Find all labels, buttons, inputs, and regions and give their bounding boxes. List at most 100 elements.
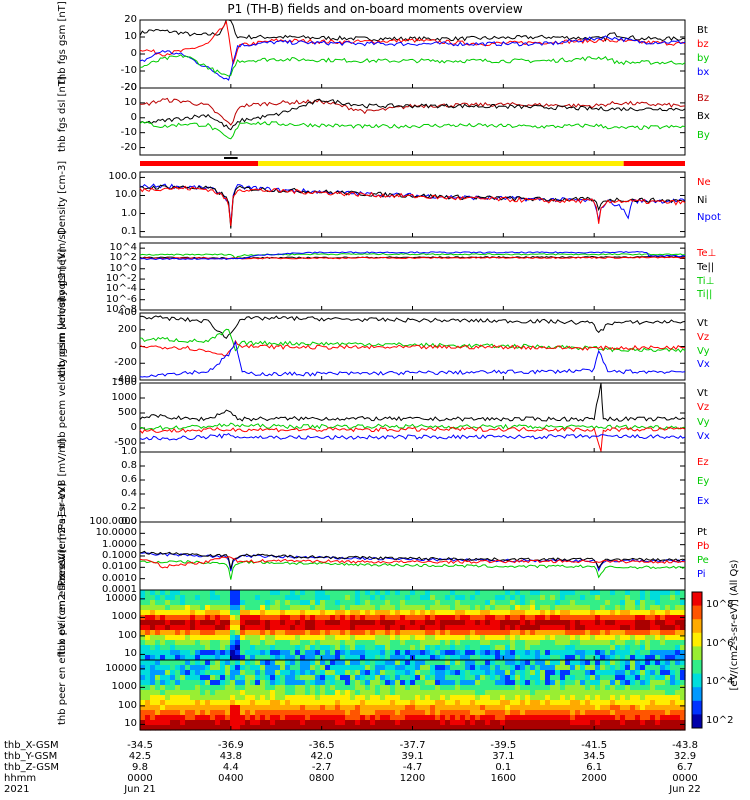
spectrogram-cell	[360, 620, 366, 626]
spectrogram-cell	[225, 625, 231, 631]
spectrogram-cell	[410, 680, 416, 686]
spectrogram-cell	[350, 650, 356, 656]
spectrogram-cell	[365, 660, 371, 666]
spectrogram-cell	[290, 610, 296, 616]
spectrogram-cell	[420, 635, 426, 641]
spectrogram-cell	[425, 705, 431, 711]
spectrogram-cell	[595, 600, 601, 606]
spectrogram-cell	[310, 660, 316, 666]
spectrogram-cell	[465, 710, 471, 716]
spectrogram-cell	[465, 705, 471, 711]
spectrogram-cell	[260, 600, 266, 606]
spectrogram-cell	[605, 705, 611, 711]
spectrogram-cell	[615, 695, 621, 701]
spectrogram-cell	[295, 625, 301, 631]
spectrogram-cell	[615, 625, 621, 631]
spectrogram-cell	[485, 595, 491, 601]
spectrogram-cell	[580, 650, 586, 656]
spectrogram-cell	[670, 640, 676, 646]
spectrogram-cell	[540, 675, 546, 681]
spectrogram-cell	[190, 665, 196, 671]
spectrogram-cell	[385, 600, 391, 606]
spectrogram-cell	[230, 595, 236, 601]
spectrogram-cell	[370, 655, 376, 661]
spectrogram-cell	[455, 695, 461, 701]
spectrogram-cell	[460, 680, 466, 686]
spectrogram-cell	[560, 655, 566, 661]
spectrogram-cell	[340, 700, 346, 706]
spectrogram-cell	[555, 715, 561, 721]
spectrogram-cell	[280, 635, 286, 641]
legend-item: Npot	[697, 212, 721, 224]
spectrogram-cell	[525, 645, 531, 651]
spectrogram-cell	[525, 685, 531, 691]
spectrogram-cell	[645, 590, 651, 596]
spectrogram-cell	[445, 615, 451, 621]
spectrogram-cell	[195, 710, 201, 716]
spectrogram-cell	[345, 645, 351, 651]
spectrogram-cell	[390, 600, 396, 606]
spectrogram-cell	[345, 705, 351, 711]
spectrogram-cell	[280, 725, 286, 731]
spectrogram-cell	[595, 700, 601, 706]
spectrogram-cell	[510, 710, 516, 716]
spectrogram-cell	[315, 630, 321, 636]
spectrogram-cell	[335, 630, 341, 636]
spectrogram-cell	[445, 605, 451, 611]
spectrogram-cell	[580, 700, 586, 706]
spectrogram-cell	[265, 680, 271, 686]
spectrogram-cell	[480, 645, 486, 651]
spectrogram-cell	[175, 625, 181, 631]
spectrogram-cell	[175, 695, 181, 701]
spectrogram-cell	[425, 595, 431, 601]
spectrogram-cell	[350, 600, 356, 606]
spectrogram-cell	[470, 605, 476, 611]
spectrogram-cell	[175, 665, 181, 671]
spectrogram-cell	[375, 710, 381, 716]
spectrogram-cell	[660, 590, 666, 596]
spectrogram-cell	[165, 645, 171, 651]
spectrogram-cell	[540, 700, 546, 706]
spectrogram-cell	[240, 720, 246, 726]
spectrogram-cell	[660, 650, 666, 656]
spectrogram-cell	[205, 725, 211, 731]
spectrogram-cell	[435, 610, 441, 616]
spectrogram-cell	[500, 625, 506, 631]
spectrogram-cell	[540, 655, 546, 661]
spectrogram-cell	[655, 660, 661, 666]
spectrogram-cell	[480, 590, 486, 596]
spectrogram-cell	[500, 655, 506, 661]
spectrogram-cell	[305, 590, 311, 596]
spectrogram-cell	[520, 720, 526, 726]
spectrogram-cell	[345, 685, 351, 691]
mode-bar-slow	[140, 161, 259, 166]
spectrogram-cell	[320, 605, 326, 611]
spectrogram-cell	[630, 720, 636, 726]
y-tick-label: 10^-6	[105, 293, 137, 305]
spectrogram-cell	[505, 630, 511, 636]
spectrogram-cell	[250, 625, 256, 631]
spectrogram-cell	[675, 605, 681, 611]
spectrogram-cell	[165, 655, 171, 661]
spectrogram-cell	[315, 655, 321, 661]
spectrogram-cell	[535, 685, 541, 691]
spectrogram-cell	[190, 605, 196, 611]
spectrogram-cell	[665, 625, 671, 631]
spectrogram-cell	[505, 680, 511, 686]
spectrogram-cell	[665, 675, 671, 681]
spectrogram-cell	[410, 665, 416, 671]
spectrogram-cell	[250, 690, 256, 696]
spectrogram-cell	[440, 665, 446, 671]
spectrogram-cell	[645, 625, 651, 631]
spectrogram-cell	[470, 635, 476, 641]
spectrogram-cell	[530, 725, 536, 731]
spectrogram-cell	[330, 590, 336, 596]
spectrogram-cell	[465, 610, 471, 616]
series-line-Npot	[139, 250, 686, 261]
spectrogram-cell	[590, 725, 596, 731]
spectrogram-cell	[265, 670, 271, 676]
spectrogram-cell	[285, 595, 291, 601]
spectrogram-cell	[165, 720, 171, 726]
spectrogram-cell	[660, 610, 666, 616]
spectrogram-cell	[585, 720, 591, 726]
